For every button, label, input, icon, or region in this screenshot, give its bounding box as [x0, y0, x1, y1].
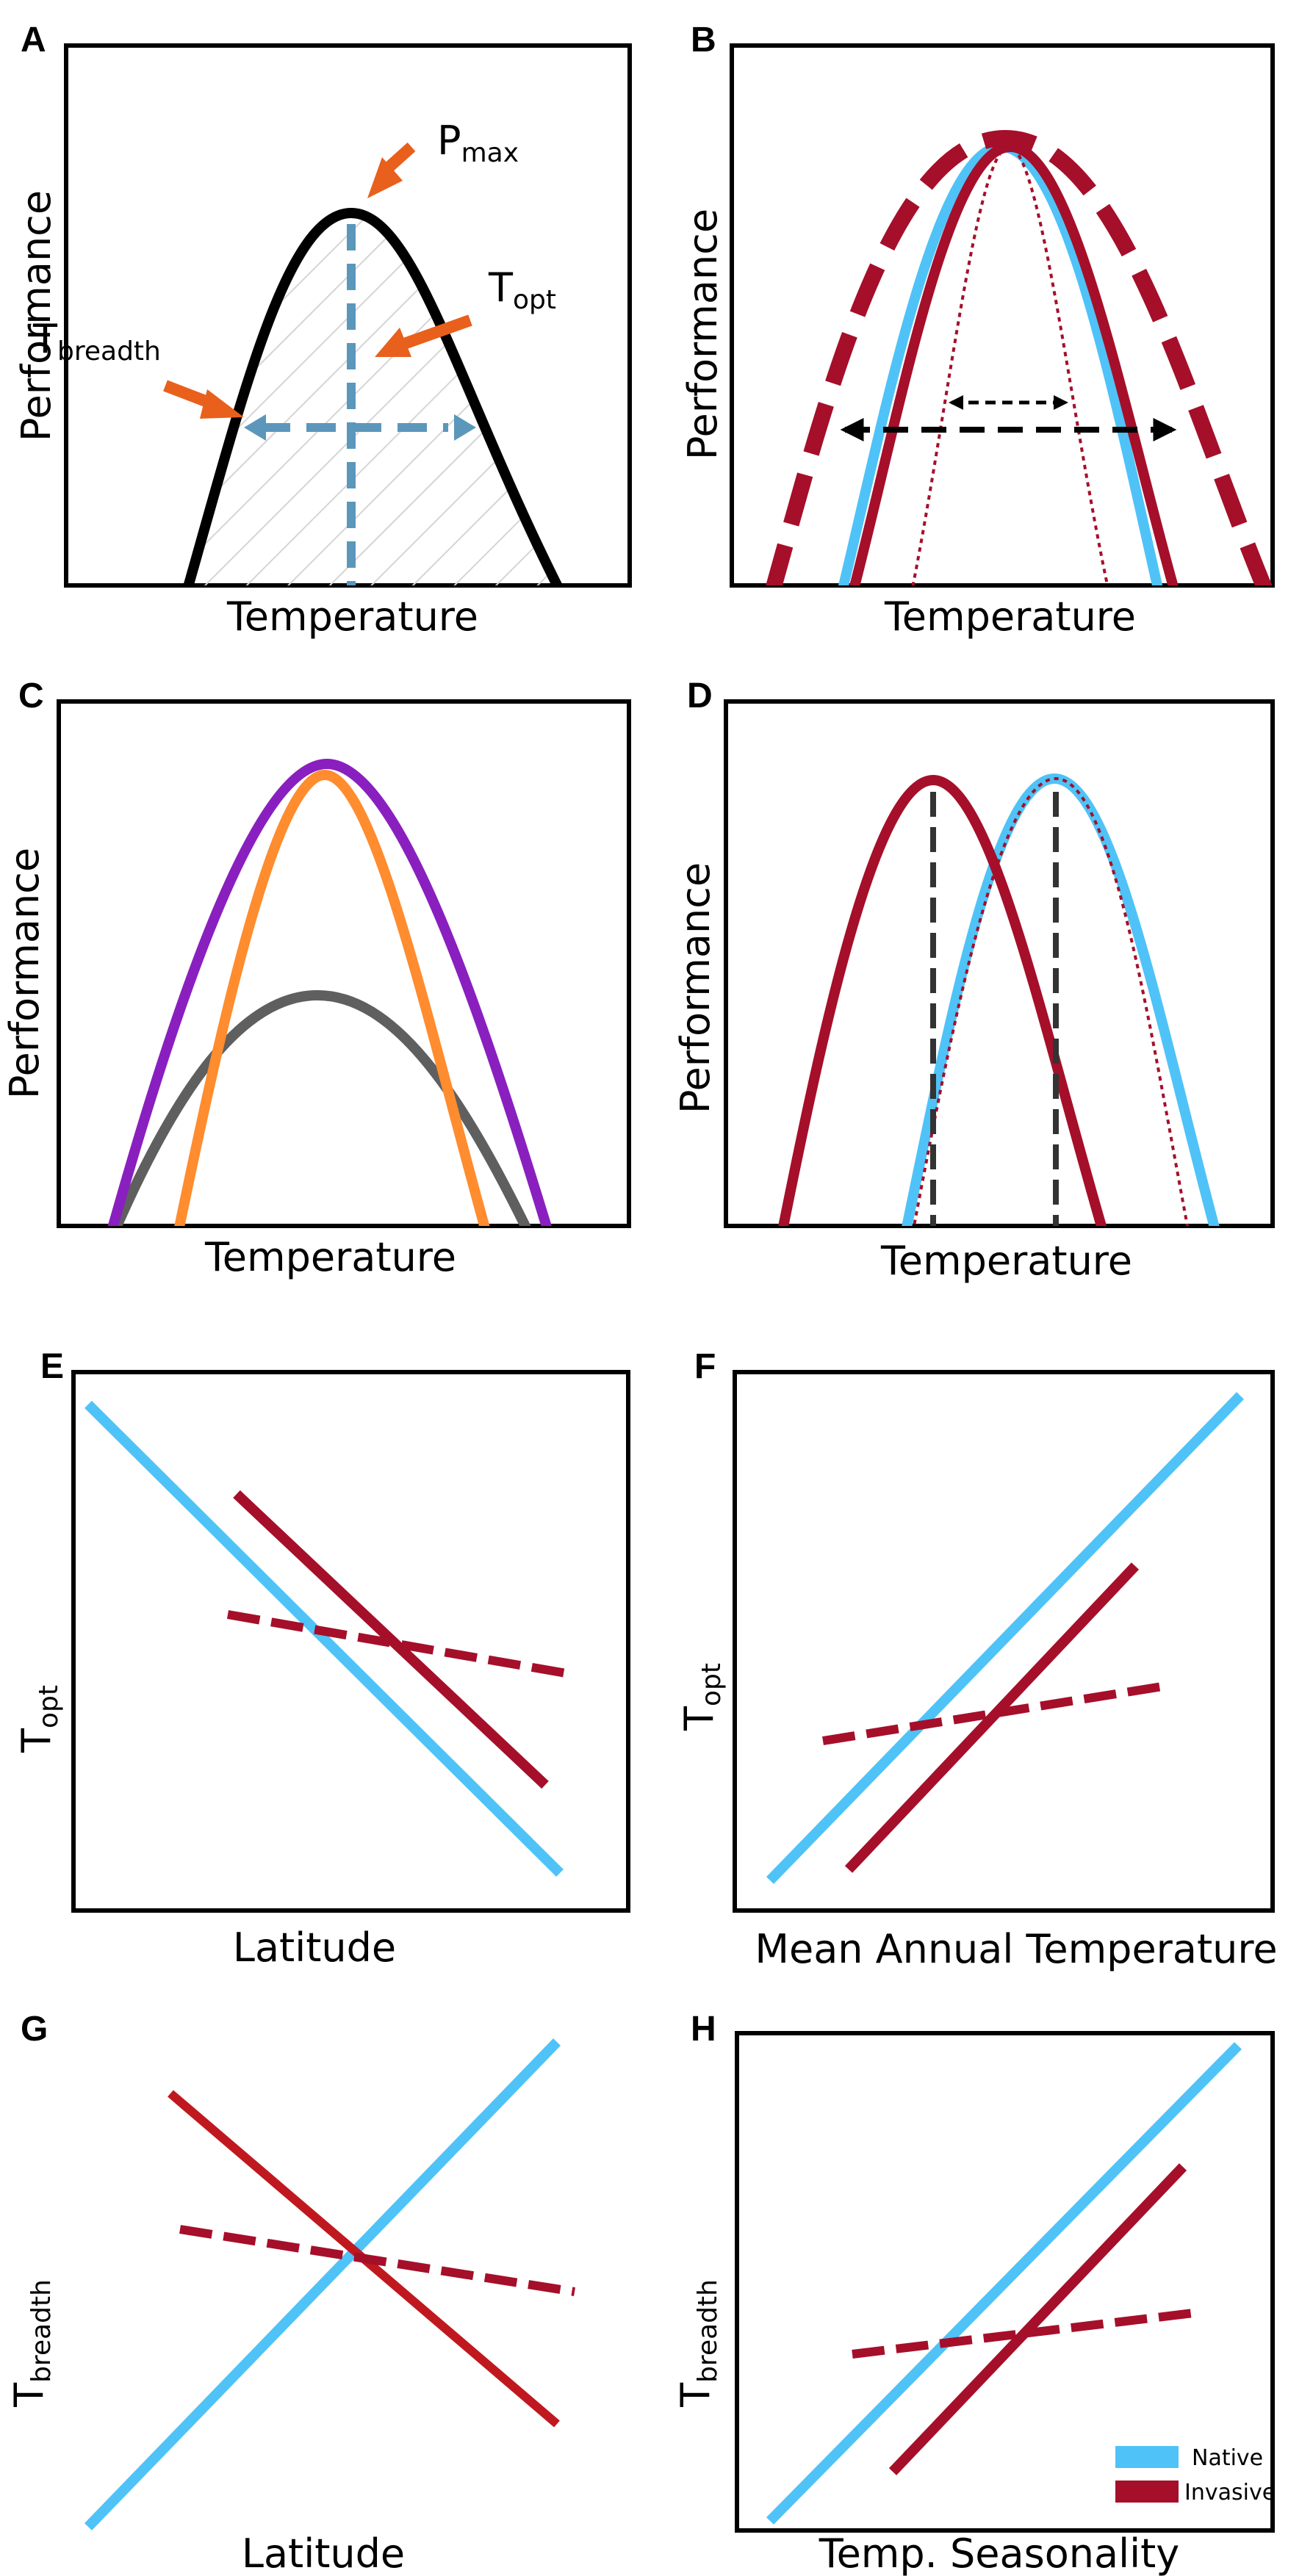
- panel-a-letter: A: [21, 21, 46, 59]
- panel-a-tbreadth-label: Tbreadth: [32, 316, 161, 367]
- panel-g-native-line: [84, 2038, 561, 2530]
- panel-e-native-line: [84, 1401, 564, 1877]
- panel-b: B Temperature Performance: [680, 21, 1275, 640]
- panel-d-invasive-dotted-curve: [912, 776, 1190, 1226]
- panel-g: G Latitude Tbreadth: [6, 2010, 575, 2576]
- panel-h-letter: H: [691, 2010, 716, 2049]
- panel-h-invasive-line: [888, 2163, 1187, 2475]
- panel-d-xlabel: Temperature: [880, 1238, 1132, 1284]
- panel-e-ylabel: Topt: [13, 1685, 64, 1753]
- panel-e-invasive-line: [233, 1490, 549, 1789]
- panel-g-letter: G: [21, 2010, 48, 2049]
- panel-a-breadth-left-arrowhead: [244, 414, 266, 441]
- panel-g-ylabel: Tbreadth: [6, 2279, 57, 2408]
- panel-d-ylabel: Performance: [672, 862, 719, 1114]
- panel-e-invasive-dashed-line: [226, 1610, 576, 1679]
- legend-native-swatch: [1115, 2446, 1179, 2468]
- panel-a-pmax-arrowhead: [367, 157, 403, 198]
- panel-a: A Pmax Topt Tbreadth Temperature Perform…: [13, 21, 632, 640]
- panel-c-purple-curve: [107, 758, 552, 1226]
- panel-e-xlabel: Latitude: [233, 1924, 396, 1971]
- panel-c-letter: C: [18, 677, 44, 715]
- panel-a-tbreadth-arrowhead: [200, 389, 244, 419]
- panel-a-breadth-right-arrowhead: [454, 414, 476, 441]
- panel-b-invasive-narrow-dotted-curve: [911, 145, 1109, 585]
- panel-e: E Latitude Topt: [13, 1347, 630, 1971]
- panel-b-xlabel: Temperature: [884, 594, 1136, 640]
- panel-d-invasive-curve: [778, 774, 1107, 1226]
- panel-d: D Temperature Performance: [672, 677, 1275, 1284]
- panel-a-hatch-area: [193, 213, 555, 585]
- panel-h-invasive-dashed-line: [852, 2308, 1200, 2359]
- panel-h-xlabel: Temp. Seasonality: [819, 2530, 1179, 2576]
- panel-a-topt-label: Topt: [488, 264, 556, 315]
- legend: Native Invasive: [1115, 2445, 1276, 2505]
- panel-f: F Mean Annual Temperature Topt: [676, 1347, 1278, 1972]
- panel-b-letter: B: [691, 21, 716, 59]
- panel-a-topt-arrowhead: [375, 328, 411, 357]
- legend-native-label: Native: [1192, 2445, 1263, 2471]
- panel-d-frame: [724, 699, 1275, 1228]
- panel-d-native-curve: [902, 773, 1220, 1226]
- panel-a-topt-arrow-shaft: [402, 314, 472, 350]
- panel-a-pmax-label: Pmax: [437, 118, 519, 168]
- panel-g-invasive-dashed-line: [179, 2225, 575, 2296]
- panel-f-invasive-dashed-line: [822, 1681, 1168, 1745]
- panel-c-frame: [57, 699, 631, 1228]
- panel-f-xlabel: Mean Annual Temperature: [755, 1926, 1277, 1972]
- panel-f-frame: [733, 1370, 1275, 1913]
- panel-b-invasive-wide-dashed-curve: [766, 129, 1273, 585]
- panel-f-native-line: [766, 1392, 1245, 1884]
- panel-d-letter: D: [687, 677, 713, 715]
- panel-b-ylabel: Performance: [680, 209, 726, 460]
- panel-e-frame: [71, 1370, 630, 1913]
- legend-invasive-label: Invasive: [1184, 2480, 1276, 2505]
- panel-c: C Temperature Performance: [1, 677, 631, 1280]
- panel-f-invasive-line: [844, 1562, 1140, 1873]
- panel-b-frame: [730, 43, 1275, 588]
- legend-invasive-swatch: [1115, 2481, 1179, 2503]
- panel-h-ylabel: Tbreadth: [672, 2279, 723, 2408]
- panel-b-invasive-curve: [849, 141, 1179, 585]
- panel-c-orange-curve: [174, 769, 490, 1226]
- panel-c-ylabel: Performance: [1, 848, 48, 1099]
- panel-c-gray-curve: [111, 989, 531, 1226]
- panel-h-native-line: [766, 2042, 1242, 2525]
- panel-h: H Native Invasive Temp. Seasonality Tbre…: [672, 2010, 1276, 2576]
- panel-a-ylabel: Performance: [13, 190, 60, 441]
- panel-c-xlabel: Temperature: [204, 1234, 456, 1280]
- panel-e-letter: E: [40, 1347, 64, 1386]
- panel-a-xlabel: Temperature: [226, 594, 478, 640]
- panel-g-xlabel: Latitude: [242, 2530, 405, 2576]
- panel-h-frame: [735, 2031, 1275, 2533]
- panel-f-ylabel: Topt: [676, 1663, 727, 1731]
- panel-f-letter: F: [694, 1347, 716, 1386]
